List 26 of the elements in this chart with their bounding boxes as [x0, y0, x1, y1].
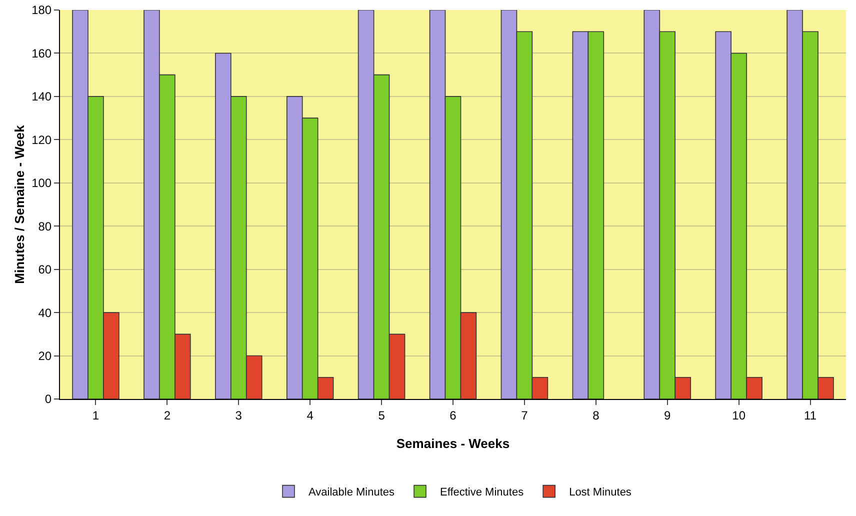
y-tick-label: 40	[38, 306, 52, 320]
y-tick-label: 160	[32, 46, 52, 60]
y-tick-label: 100	[32, 176, 52, 190]
y-tick-label: 20	[38, 348, 52, 363]
x-tick-label: 7	[521, 408, 528, 422]
x-tick-label: 4	[306, 408, 314, 422]
x-tick-label: 11	[804, 408, 817, 422]
y-axis-title: Minutes / Semaine - Week	[12, 124, 27, 284]
y-tick-label: 0	[44, 392, 52, 406]
y-tick-label: 80	[38, 219, 52, 234]
y-tick-label: 140	[32, 90, 52, 104]
x-tick-label: 3	[235, 408, 242, 422]
x-tick-label: 1	[92, 408, 100, 422]
legend-label: Lost Minutes	[569, 486, 632, 499]
y-tick-label: 180	[32, 3, 52, 18]
y-tick-label: 120	[32, 132, 52, 147]
x-tick-label: 5	[378, 408, 386, 422]
x-tick-label: 2	[164, 408, 171, 422]
legend-label: Available Minutes	[308, 486, 396, 499]
x-tick-label: 8	[592, 408, 600, 422]
y-tick-label: 60	[38, 262, 52, 277]
x-tick-label: 10	[732, 408, 746, 422]
legend-label: Effective Minutes	[440, 486, 524, 499]
x-tick-label: 6	[450, 408, 457, 422]
x-axis-title: Semaines - Weeks	[396, 436, 510, 451]
x-tick-label: 9	[664, 408, 672, 422]
